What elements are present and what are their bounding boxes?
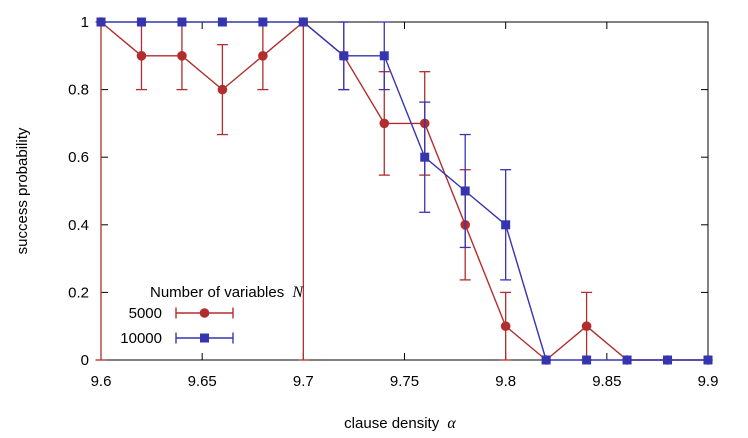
data-point <box>420 152 430 162</box>
data-point <box>663 355 673 365</box>
series-layer <box>95 17 713 365</box>
x-tick-label: 9.6 <box>91 373 112 390</box>
y-axis-title: success probability <box>14 127 31 254</box>
data-point <box>541 355 551 365</box>
x-tick-label: 9.8 <box>495 373 516 390</box>
y-tick-label: 0.6 <box>68 149 89 166</box>
x-axis-title: clause density α <box>344 415 456 432</box>
x-tick-label: 9.65 <box>188 373 217 390</box>
legend-title-symbol: N <box>291 284 304 301</box>
data-point <box>379 51 389 61</box>
legend-title: Number of variables N <box>150 284 304 301</box>
y-tick-label: 0 <box>81 352 89 369</box>
data-point <box>703 355 713 365</box>
data-point <box>136 51 147 61</box>
legend-label-5000: 5000 <box>129 305 162 322</box>
data-point <box>298 17 308 27</box>
x-tick-label: 9.75 <box>390 373 419 390</box>
series-line <box>100 21 708 361</box>
legend-marker <box>200 333 209 343</box>
series-line <box>101 21 708 361</box>
data-point <box>217 84 228 95</box>
data-point <box>460 186 470 196</box>
legend-label-10000: 10000 <box>120 330 162 347</box>
data-point <box>258 17 268 27</box>
data-point <box>622 355 632 365</box>
axis-ticks: 9.6 9.65 9.7 9.75 9.8 9.85 9.9 0 0.2 0.4 0.6 0.8 1 <box>68 14 718 390</box>
y-tick-label: 0.4 <box>68 217 89 234</box>
data-point <box>582 355 592 365</box>
data-point <box>379 118 390 129</box>
data-point <box>136 17 146 27</box>
x-tick-label: 9.7 <box>293 373 314 390</box>
data-point <box>177 51 187 61</box>
data-point <box>96 17 106 27</box>
series-10000 <box>96 17 713 365</box>
data-point <box>501 220 511 230</box>
data-point <box>177 17 187 27</box>
legend: Number of variables N 5000 10000 <box>120 284 304 347</box>
data-point <box>339 51 349 61</box>
data-point <box>581 321 592 332</box>
y-tick-label: 0.2 <box>68 284 89 301</box>
legend-title-text: Number of variables <box>150 284 284 301</box>
x-tick-label: 9.85 <box>592 373 621 390</box>
y-tick-label: 1 <box>81 14 89 31</box>
legend-entries: 5000 10000 <box>120 305 234 347</box>
data-point <box>500 321 511 332</box>
y-tick-label: 0.8 <box>68 82 89 99</box>
x-axis-title-text: clause density <box>344 415 440 432</box>
data-point <box>217 17 227 27</box>
legend-marker <box>199 308 210 318</box>
x-tick-label: 9.9 <box>698 373 719 390</box>
data-point <box>258 51 268 61</box>
x-axis-title-symbol: α <box>447 415 456 432</box>
